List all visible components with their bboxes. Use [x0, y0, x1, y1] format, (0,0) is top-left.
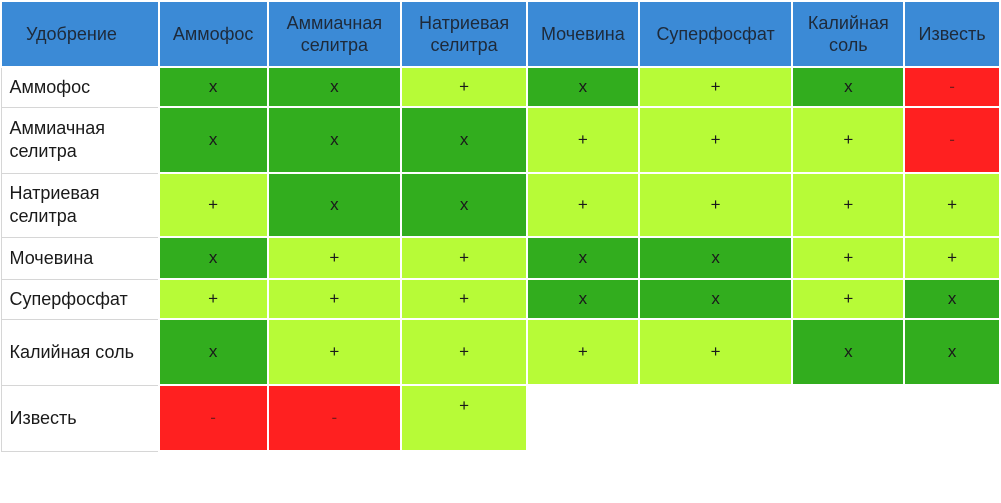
compatibility-cell: +	[525, 172, 640, 238]
compatibility-cell: х	[525, 278, 640, 320]
compatibility-cell: +	[791, 106, 906, 174]
compatibility-cell	[791, 384, 906, 452]
corner-header: Удобрение	[0, 0, 160, 68]
compatibility-cell: х	[903, 318, 1001, 386]
column-header: Известь	[903, 0, 1001, 68]
compatibility-cell: +	[637, 106, 794, 174]
compatibility-cell: -	[157, 384, 269, 452]
compatibility-cell: +	[903, 236, 1001, 280]
table-row: Мочевина х + + х х + +	[0, 236, 1001, 280]
row-header: Натриевая селитра	[0, 172, 160, 238]
compatibility-cell: +	[157, 278, 269, 320]
compatibility-cell: +	[637, 172, 794, 238]
compatibility-cell: х	[525, 236, 640, 280]
compatibility-cell: +	[791, 278, 906, 320]
compatibility-cell	[525, 384, 640, 452]
compatibility-table: Удобрение Аммофос Аммиачная селитра Натр…	[0, 0, 1001, 452]
compatibility-cell: -	[903, 106, 1001, 174]
compatibility-cell: +	[637, 318, 794, 386]
compatibility-cell: +	[400, 278, 528, 320]
compatibility-cell: х	[157, 106, 269, 174]
row-header: Аммиачная селитра	[0, 106, 160, 174]
compatibility-cell: +	[266, 236, 403, 280]
compatibility-cell: х	[637, 278, 794, 320]
column-header: Калийная соль	[791, 0, 906, 68]
compatibility-cell: +	[637, 66, 794, 108]
compatibility-cell: +	[400, 236, 528, 280]
row-header: Мочевина	[0, 236, 160, 280]
compatibility-cell: х	[400, 106, 528, 174]
compatibility-cell: +	[400, 318, 528, 386]
table-row: Калийная соль х + + + + х х	[0, 318, 1001, 386]
compatibility-cell: х	[637, 236, 794, 280]
compatibility-cell: -	[903, 66, 1001, 108]
compatibility-cell: х	[157, 66, 269, 108]
row-header: Суперфосфат	[0, 278, 160, 320]
column-header: Аммофос	[157, 0, 269, 68]
compatibility-cell: х	[791, 318, 906, 386]
compatibility-cell: -	[266, 384, 403, 452]
compatibility-cell: х	[791, 66, 906, 108]
header-row: Удобрение Аммофос Аммиачная селитра Натр…	[0, 0, 1001, 68]
compatibility-cell: х	[525, 66, 640, 108]
compatibility-cell: +	[266, 318, 403, 386]
column-header: Натриевая селитра	[400, 0, 528, 68]
column-header: Суперфосфат	[637, 0, 794, 68]
compatibility-cell: х	[157, 236, 269, 280]
column-header: Мочевина	[525, 0, 640, 68]
column-header: Аммиачная селитра	[266, 0, 403, 68]
compatibility-cell: +	[266, 278, 403, 320]
compatibility-cell: +	[903, 172, 1001, 238]
compatibility-cell	[637, 384, 794, 452]
compatibility-cell: +	[157, 172, 269, 238]
compatibility-cell: +	[525, 106, 640, 174]
compatibility-cell: +	[400, 384, 528, 452]
compatibility-cell: +	[791, 236, 906, 280]
compatibility-cell: х	[400, 172, 528, 238]
row-header: Известь	[0, 384, 160, 452]
compatibility-cell: х	[903, 278, 1001, 320]
compatibility-cell	[903, 384, 1001, 452]
compatibility-cell: +	[791, 172, 906, 238]
compatibility-cell: х	[266, 66, 403, 108]
table-row: Известь - - +	[0, 384, 1001, 452]
table-row: Суперфосфат + + + х х + х	[0, 278, 1001, 320]
table-row: Натриевая селитра + х х + + + +	[0, 172, 1001, 238]
row-header: Аммофос	[0, 66, 160, 108]
compatibility-cell: х	[157, 318, 269, 386]
table-row: Аммиачная селитра х х х + + + -	[0, 106, 1001, 174]
compatibility-cell: х	[266, 106, 403, 174]
compatibility-cell: +	[525, 318, 640, 386]
compatibility-cell: х	[266, 172, 403, 238]
row-header: Калийная соль	[0, 318, 160, 386]
compatibility-cell: +	[400, 66, 528, 108]
table-row: Аммофос х х + х + х -	[0, 66, 1001, 108]
